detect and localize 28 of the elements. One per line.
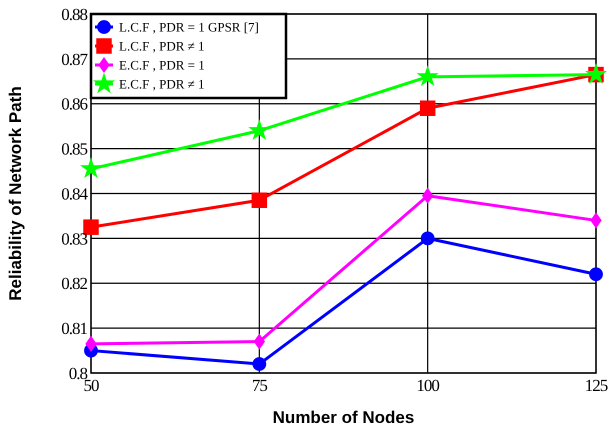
x-axis-title: Number of Nodes <box>272 408 414 427</box>
point <box>416 65 439 86</box>
point <box>80 157 102 178</box>
y-tick-label: 0.84 <box>61 184 88 204</box>
y-tick-label: 0.88 <box>61 4 88 24</box>
y-tick-label: 0.82 <box>61 274 88 294</box>
point <box>589 267 603 282</box>
legend-label: E.C.F , PDR ≠ 1 <box>119 76 205 92</box>
y-tick-label: 0.86 <box>61 94 88 114</box>
legend-label: L.C.F , PDR = 1 GPSR [7] <box>119 20 259 35</box>
point <box>252 192 268 208</box>
y-tick-label: 0.87 <box>61 50 88 69</box>
point <box>85 336 97 352</box>
x-tick-label: 125 <box>584 376 608 395</box>
x-tick-label: 100 <box>416 376 440 395</box>
point <box>585 63 607 84</box>
legend-label: E.C.F , PDR = 1 <box>119 58 205 73</box>
y-axis-title: Reliability of Network Path <box>6 86 25 301</box>
y-tick-label: 0.85 <box>61 140 88 159</box>
point <box>420 231 435 246</box>
point <box>83 219 99 235</box>
legend-label: L.C.F , PDR ≠ 1 <box>119 38 205 54</box>
y-tick-label: 0.83 <box>61 229 88 248</box>
point <box>590 212 602 228</box>
x-tick-label: 75 <box>252 376 268 395</box>
point <box>420 100 436 116</box>
y-tick-label: 0.81 <box>61 319 88 338</box>
point <box>252 357 266 371</box>
